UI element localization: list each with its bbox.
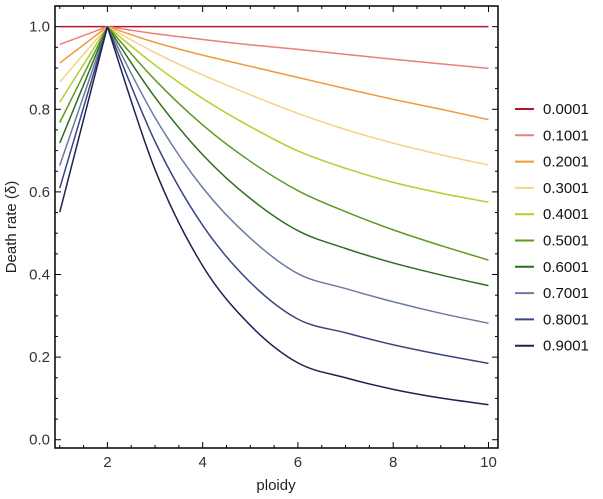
- series-lines: [59, 25, 489, 406]
- legend-label: 0.9001: [543, 338, 589, 355]
- series-line-0.5001: [59, 26, 489, 261]
- legend-label: 0.4001: [543, 206, 589, 223]
- series-line-0.1001: [59, 25, 489, 70]
- series-line-0.8001: [59, 26, 489, 365]
- series-line-0.3001: [59, 25, 489, 166]
- x-tick-label: 2: [103, 454, 111, 471]
- legend-label: 0.1001: [543, 127, 589, 144]
- y-tick-label: 1.0: [29, 19, 50, 36]
- x-tick-label: 4: [198, 454, 206, 471]
- x-axis-title: ploidy: [256, 477, 296, 494]
- series-line-0.7001: [59, 26, 489, 324]
- series-line-0.6001: [59, 26, 489, 287]
- y-axis-title: Death rate (δ): [3, 181, 20, 274]
- x-tick-label: 10: [480, 454, 497, 471]
- legend: 0.0001 0.1001 0.2001 0.3001 0.4001 0.5001 0.60…: [515, 101, 589, 355]
- series-line-0.2001: [59, 25, 489, 121]
- legend-label: 0.6001: [543, 259, 589, 276]
- legend-label: 0.8001: [543, 311, 589, 328]
- legend-label: 0.2001: [543, 154, 589, 171]
- y-tick-label: 0.4: [29, 267, 50, 284]
- y-tick-label: 0.0: [29, 432, 50, 449]
- series-line-0.4001: [59, 26, 489, 203]
- legend-label: 0.0001: [543, 101, 589, 118]
- x-tick-label: 8: [389, 454, 397, 471]
- x-tick-label: 6: [294, 454, 302, 471]
- legend-label: 0.5001: [543, 233, 589, 250]
- axis-ticks: 2 4 6 8 10 0.0 0.2 0.4 0.6 0.8 1.0: [29, 6, 498, 471]
- legend-label: 0.7001: [543, 285, 589, 302]
- y-tick-label: 0.8: [29, 101, 50, 118]
- legend-label: 0.3001: [543, 180, 589, 197]
- y-tick-label: 0.2: [29, 349, 50, 366]
- y-tick-label: 0.6: [29, 184, 50, 201]
- series-line-0.9001: [59, 26, 489, 406]
- plot-frame: [54, 5, 499, 449]
